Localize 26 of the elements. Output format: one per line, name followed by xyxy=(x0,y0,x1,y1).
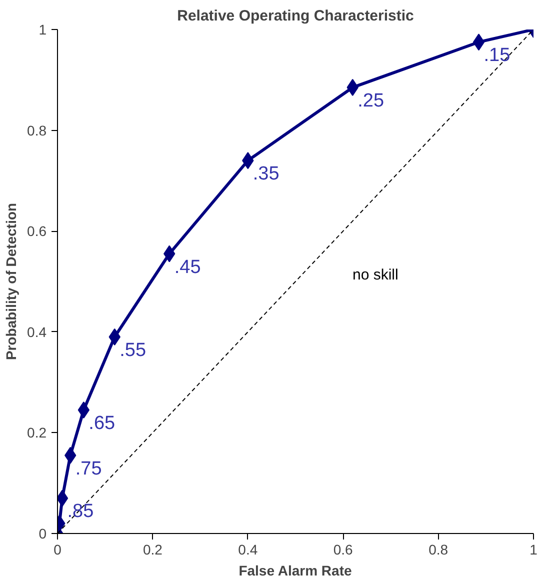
annotation: .35 xyxy=(252,164,280,185)
y-tick-label: 0.6 xyxy=(27,223,47,240)
annotation: .25 xyxy=(358,90,384,112)
annotation: .55 xyxy=(120,340,146,361)
annotation: .65 xyxy=(88,413,116,434)
x-tick-label: 1 xyxy=(530,542,538,558)
x-tick-label: 0 xyxy=(54,542,62,558)
x-tick-label: 0.2 xyxy=(142,542,163,558)
annotation: .15 xyxy=(484,45,510,66)
x-tick-label: 0.6 xyxy=(333,542,354,558)
x-tick-label: 0.4 xyxy=(238,542,258,558)
annotation: .85 xyxy=(67,501,94,522)
x-axis-title: False Alarm Rate xyxy=(238,562,352,578)
chart-title: Relative Operating Characteristic xyxy=(177,8,414,24)
x-tick-label: 0.8 xyxy=(428,542,448,558)
annotation: no skill xyxy=(352,266,398,284)
y-tick-label: 0.8 xyxy=(27,122,47,138)
point xyxy=(78,402,90,419)
annotation: .45 xyxy=(174,256,201,278)
y-axis-title: Probability of Detection xyxy=(3,202,20,360)
y-tick-label: 0.4 xyxy=(27,324,47,340)
point xyxy=(472,34,485,51)
y-tick-label: 0.2 xyxy=(27,424,47,441)
annotation: .75 xyxy=(75,458,102,480)
y-tick-label: 1 xyxy=(38,22,47,38)
y-tick-label: 0 xyxy=(38,526,47,542)
